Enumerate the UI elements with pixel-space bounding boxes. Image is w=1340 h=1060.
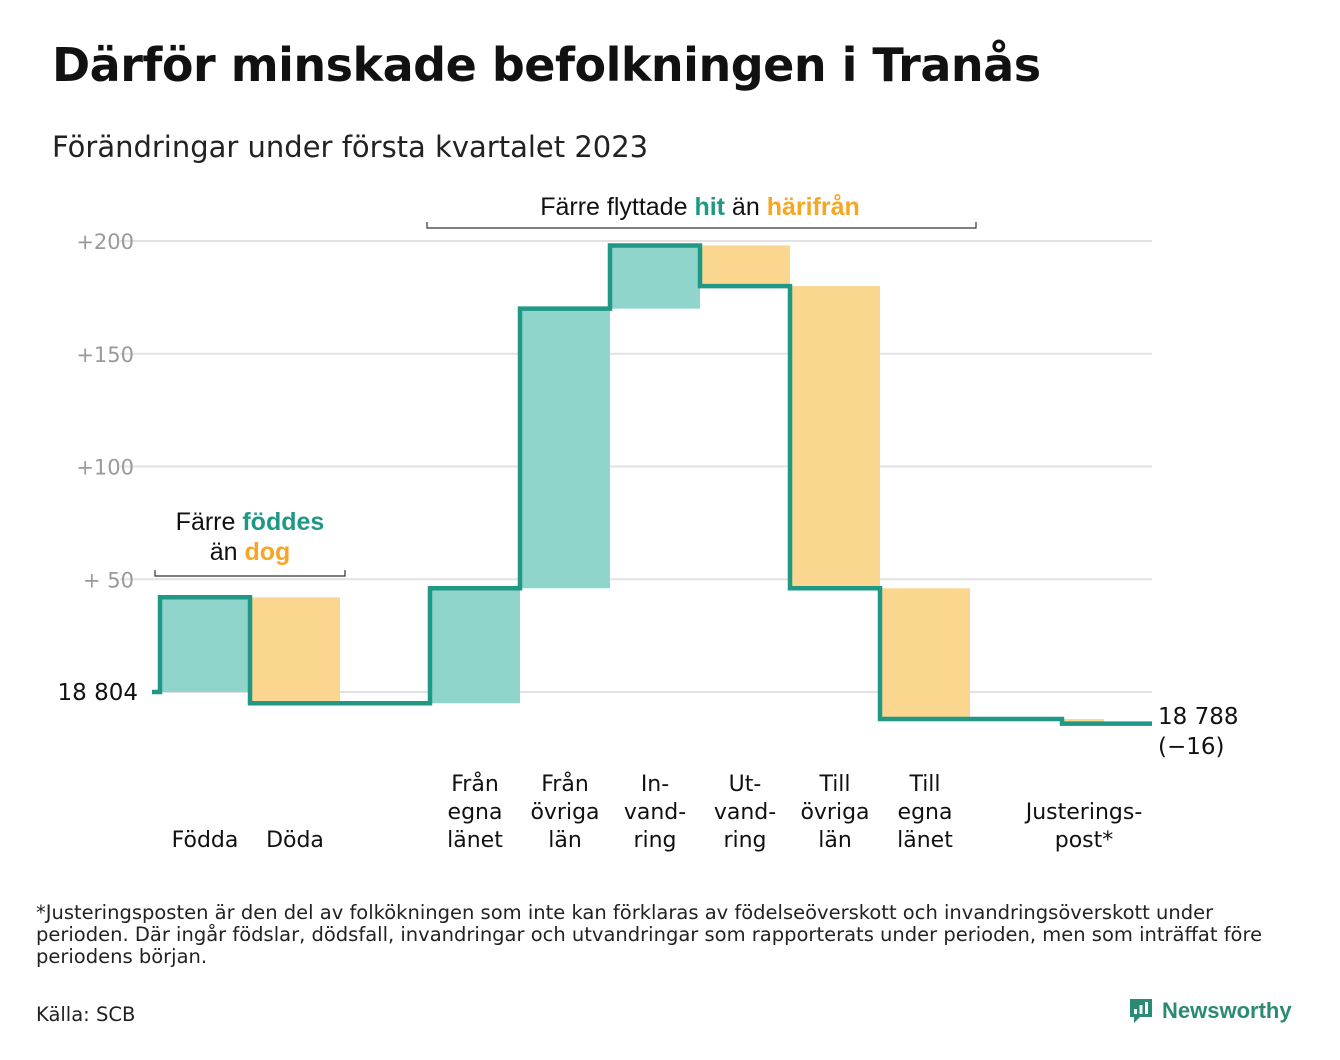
inflow-bar [160,597,250,692]
x-tick-label: Från [541,771,589,797]
end-value-label: 18 788 [1158,704,1238,730]
annotation-births: än dog [210,538,291,566]
x-tick-label: ring [633,828,676,853]
outflow-bar [1062,719,1104,724]
x-tick-label: egna [898,800,953,825]
brand-logo: Newsworthy [1128,997,1292,1025]
y-tick-label: +100 [76,456,134,480]
annotation-births-segment: Färre [176,508,243,536]
chart-title: Därför minskade befolkningen i Tranås [52,38,1041,92]
x-tick-label: länet [897,828,953,853]
brand-name: Newsworthy [1162,998,1292,1023]
annotation-migration-segment: härifrån [767,193,860,221]
x-tick-label: egna [448,800,503,825]
x-tick-label: övriga [530,800,599,825]
x-tick-label: Döda [266,828,324,853]
inflow-bar [430,588,520,704]
annotation-bracket [154,570,346,577]
x-tick-label: Justerings- [1024,800,1143,825]
y-tick-label: + 50 [83,568,134,592]
newsworthy-icon [1130,999,1152,1023]
x-tick-label: post* [1055,828,1114,853]
annotation-migration-segment: än [725,193,767,221]
y-tick-label: +200 [76,230,134,254]
annotation-births-segment: än [210,538,245,566]
x-tick-label: län [548,828,582,853]
inflow-bar [520,308,610,589]
x-tick-label: ring [723,828,766,853]
x-tick-label: Till [818,772,850,797]
annotation-births-segment: dog [244,538,290,566]
annotation-migration-segment: hit [694,193,725,221]
outflow-bar [700,245,790,287]
outflow-bar [790,286,880,589]
annotation-migration: Färre flyttade hit än härifrån [540,193,860,221]
annotation-births: Färre föddes [176,508,325,536]
outflow-bar [250,597,340,704]
outflow-bar [880,588,970,720]
annotation-bracket [426,222,977,229]
x-tick-label: vand- [714,800,776,825]
x-tick-label: In- [641,772,669,797]
x-tick-label: vand- [624,800,686,825]
x-tick-label: länet [447,828,503,853]
annotation-migration-segment: Färre flyttade [540,193,694,221]
y-tick-label: +150 [76,343,134,367]
x-tick-label: Födda [172,828,239,853]
waterfall-chart: +200 +150 +100 + 50 18 804 18 788 (−16) Födda Dö… [58,193,1239,853]
x-tick-label: Från [451,771,499,797]
footnote: *Justeringsposten är den del av folkökni… [36,901,1263,968]
x-tick-label: Till [908,772,940,797]
end-change-label: (−16) [1158,734,1224,760]
source-label: Källa: SCB [36,1003,136,1026]
start-value-label: 18 804 [58,680,138,706]
x-tick-label: Ut- [729,772,762,797]
x-tick-label: övriga [800,800,869,825]
annotation-births-segment: föddes [242,508,324,536]
cumulative-step-line [152,243,1152,726]
inflow-bar [610,245,700,309]
chart-subtitle: Förändringar under första kvartalet 2023 [52,130,649,164]
x-tick-label: län [818,828,852,853]
